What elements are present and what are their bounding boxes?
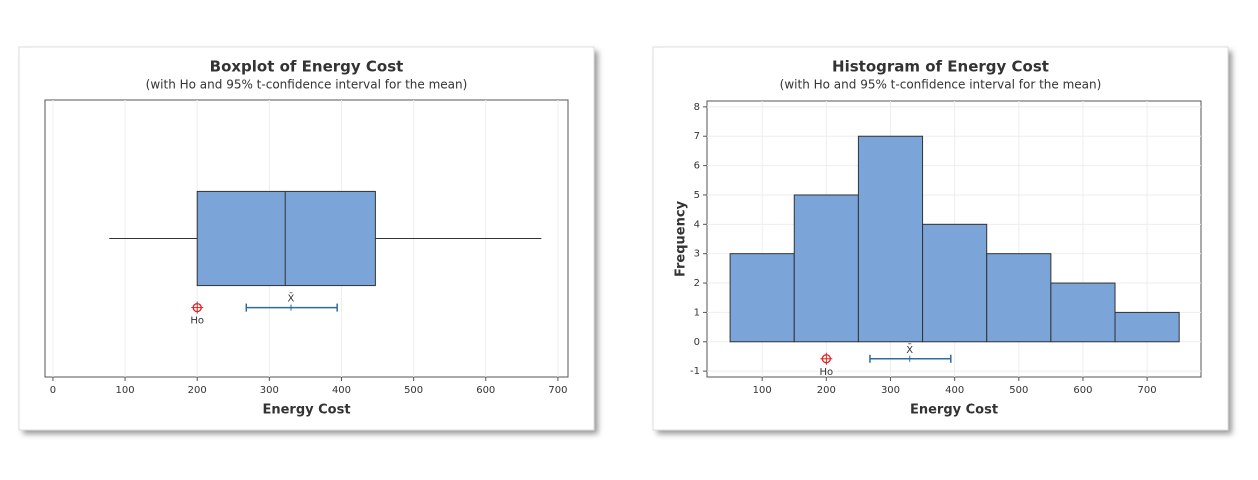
x-tick-label: 400: [945, 385, 964, 396]
x-tick-label: 700: [1138, 385, 1157, 396]
bar: [729, 253, 795, 343]
mean-label: X̄: [906, 343, 913, 356]
x-tick-label: 500: [404, 385, 423, 396]
x-tick-label: 200: [188, 385, 207, 396]
x-tick-label: 100: [753, 385, 772, 396]
mean-label: X̄: [288, 292, 295, 305]
y-tick-label: 8: [694, 102, 700, 113]
h0-label: Ho: [190, 316, 204, 327]
chart-title: Boxplot of Energy Cost: [210, 58, 404, 76]
x-axis-label: Energy Cost: [262, 403, 350, 418]
box: [196, 190, 376, 287]
h0-label: Ho: [820, 367, 834, 378]
y-tick-label: 6: [694, 161, 700, 172]
x-tick-label: 200: [817, 385, 836, 396]
y-tick-label: 3: [694, 249, 700, 260]
x-tick-label: 400: [332, 385, 351, 396]
x-tick-label: 300: [881, 385, 900, 396]
x-tick-label: 100: [116, 385, 135, 396]
y-tick-label: 5: [694, 190, 700, 201]
bar: [857, 135, 924, 343]
bar: [922, 223, 988, 343]
x-tick-label: 300: [260, 385, 279, 396]
x-axis-label: Energy Cost: [910, 403, 998, 418]
y-tick-label: 1: [694, 307, 700, 318]
y-tick-label: 0: [694, 337, 700, 348]
x-tick-label: 500: [1009, 385, 1028, 396]
chart-title: Histogram of Energy Cost: [832, 58, 1049, 76]
y-axis-label: Frequency: [674, 200, 689, 277]
bar: [793, 194, 859, 343]
x-tick-label: 0: [50, 385, 56, 396]
y-tick-label: 2: [694, 278, 700, 289]
chart-subtitle: (with Ho and 95% t-confidence interval f…: [146, 78, 468, 92]
x-tick-label: 700: [548, 385, 567, 396]
bar: [986, 253, 1052, 343]
y-tick-label: 7: [694, 131, 700, 142]
bar: [1114, 311, 1180, 343]
y-tick-label: -1: [690, 366, 700, 377]
y-tick-label: 4: [694, 219, 700, 230]
x-tick-label: 600: [476, 385, 495, 396]
chart-subtitle: (with Ho and 95% t-confidence interval f…: [780, 78, 1102, 92]
x-tick-label: 600: [1073, 385, 1092, 396]
bar: [1050, 282, 1116, 343]
